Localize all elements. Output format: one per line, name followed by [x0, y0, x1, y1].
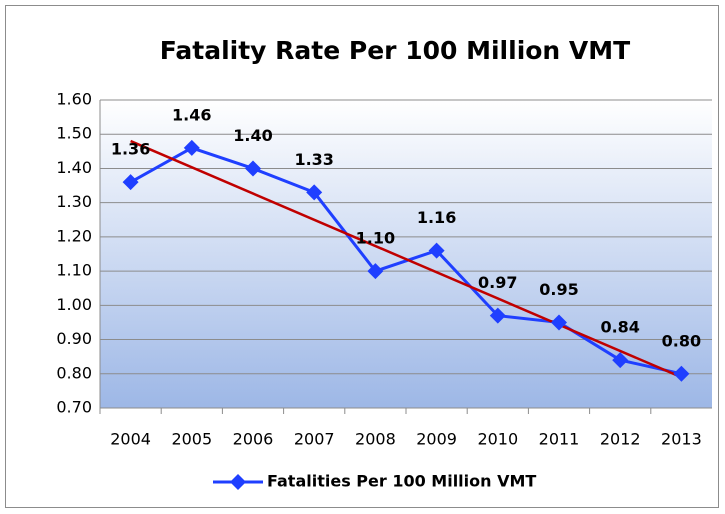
x-tick-label: 2009: [416, 430, 457, 449]
y-tick-label: 0.90: [56, 329, 92, 348]
x-tick-label: 2008: [355, 430, 396, 449]
x-tick-label: 2007: [294, 430, 335, 449]
y-tick-label: 1.00: [56, 295, 92, 314]
data-point: [122, 174, 139, 191]
data-point: [306, 184, 323, 201]
x-tick-label: 2013: [661, 430, 702, 449]
y-tick-label: 1.40: [56, 158, 92, 177]
data-label: 0.80: [662, 331, 701, 350]
data-label: 1.33: [294, 150, 333, 169]
data-point: [428, 242, 445, 259]
y-tick-label: 0.70: [56, 398, 92, 417]
data-label: 1.16: [417, 208, 456, 227]
data-point: [245, 160, 261, 177]
data-label: 1.46: [172, 105, 211, 124]
y-tick-label: 0.80: [56, 363, 92, 382]
x-tick-label: 2011: [539, 430, 580, 449]
chart-title: Fatality Rate Per 100 Million VMT: [160, 36, 630, 65]
series-line: [129, 146, 682, 376]
data-point: [612, 352, 629, 369]
y-tick-label: 1.60: [56, 90, 92, 109]
data-label: 0.84: [600, 318, 639, 337]
x-tick-label: 2010: [477, 430, 518, 449]
x-tick-label: 2012: [600, 430, 641, 449]
data-label: 1.36: [111, 140, 150, 159]
y-tick-label: 1.10: [56, 261, 92, 280]
data-label: 0.95: [539, 280, 578, 299]
x-tick-label: 2005: [171, 430, 212, 449]
y-tick-label: 1.20: [56, 226, 92, 245]
x-tick-label: 2004: [110, 430, 151, 449]
y-tick-label: 1.30: [56, 192, 92, 211]
x-tick-label: 2006: [233, 430, 274, 449]
data-point: [551, 314, 567, 331]
data-label: 1.40: [233, 126, 272, 145]
y-tick-label: 1.50: [56, 124, 92, 143]
data-point: [489, 307, 506, 324]
legend-label: Fatalities Per 100 Million VMT: [267, 472, 536, 491]
data-point: [367, 263, 384, 280]
data-label: 0.97: [478, 273, 517, 292]
data-point: [183, 139, 200, 156]
data-point: [673, 365, 690, 382]
trendline: [130, 139, 682, 379]
data-label: 1.10: [356, 229, 395, 248]
legend-marker: [230, 474, 246, 490]
